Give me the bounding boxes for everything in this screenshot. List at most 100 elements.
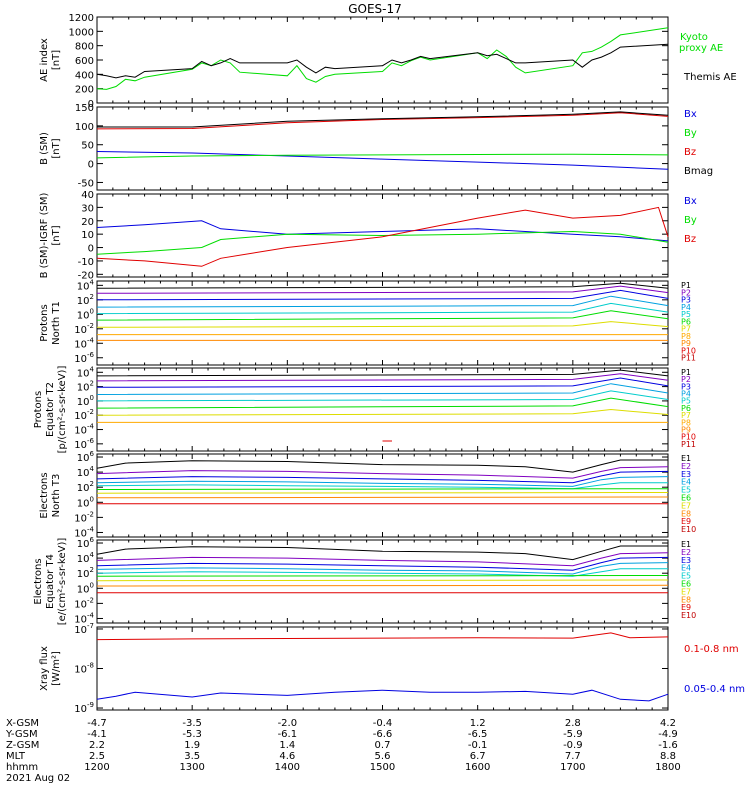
legend-entry: E9 — [681, 603, 691, 612]
legend-entry: P10 — [681, 346, 696, 355]
legend-entry: 0.05-0.4 nm — [684, 684, 745, 695]
series-line-e2 — [96, 466, 669, 479]
y-axis-label: Protons — [39, 304, 50, 341]
x-axis-row-value: -4.7 — [87, 718, 107, 729]
x-axis-row-value: 2.2 — [89, 740, 105, 751]
x-axis-row-value: 8.8 — [660, 751, 676, 762]
x-axis-row-value: 1.4 — [279, 740, 295, 751]
series-line-bx — [96, 220, 669, 242]
legend-entry: P6 — [681, 404, 691, 413]
legend-entry: P1 — [681, 281, 691, 290]
x-axis-row-value: -6.5 — [468, 729, 488, 740]
legend-entry: E5 — [681, 486, 691, 495]
legend-entry: P4 — [681, 303, 691, 312]
y-tick-label: 100 — [77, 307, 94, 321]
y-axis-label: [W/m²] — [51, 651, 62, 686]
x-axis-row-value: 1200 — [84, 762, 109, 773]
x-axis-row-value: 2.5 — [89, 751, 105, 762]
x-axis-row-label: X-GSM — [6, 718, 39, 729]
y-tick-label: 0 — [88, 160, 94, 171]
series-line-p1 — [96, 282, 669, 289]
legend-entry: P11 — [681, 440, 696, 449]
x-axis-row-label: Z-GSM — [6, 740, 39, 751]
y-axis-label: [nT] — [51, 138, 62, 158]
series-line-e2 — [96, 552, 669, 567]
series-line-p2 — [96, 373, 669, 382]
y-axis-label: [nT] — [51, 225, 62, 245]
legend-entry: P3 — [681, 296, 691, 305]
y-tick-label: 10-4 — [74, 423, 94, 437]
series-line-p3 — [96, 377, 669, 388]
series-line-e8 — [96, 496, 669, 499]
series-line-bz — [96, 112, 669, 130]
series-line-kyoto-proxy-ae — [96, 27, 669, 90]
legend-entry: Themis AE — [683, 72, 737, 83]
y-tick-label: 1000 — [69, 27, 94, 38]
x-axis-row-value: -3.5 — [182, 718, 202, 729]
series-line-p7 — [96, 408, 669, 416]
legend-entry: P2 — [681, 375, 691, 384]
series-line-bz — [96, 206, 669, 267]
x-axis-row-value: 6.7 — [470, 751, 486, 762]
series-line-e4 — [96, 476, 669, 487]
series-line-e7 — [96, 492, 669, 494]
y-axis-label: North T1 — [51, 301, 62, 345]
series-line-e6 — [96, 575, 669, 577]
x-axis-row-value: -0.4 — [373, 718, 393, 729]
series-line-e5 — [96, 482, 668, 490]
legend-entry: E7 — [681, 501, 691, 510]
legend-entry: E6 — [681, 494, 691, 503]
series-line-e3 — [96, 556, 669, 571]
y-tick-label: -50 — [78, 178, 94, 189]
x-axis-row-value: -6.1 — [278, 729, 298, 740]
y-tick-label: 102 — [77, 480, 94, 494]
y-tick-label: 10-6 — [74, 351, 94, 365]
chart-title: GOES-17 — [348, 2, 402, 16]
series-line-p5 — [96, 390, 669, 402]
y-axis-label: B (SM)-IGRF (SM) — [39, 193, 50, 279]
series-line-e6 — [96, 488, 669, 490]
series-line-0-1-0-8-nm — [96, 632, 669, 641]
legend-entry: E5 — [681, 572, 691, 581]
legend-entry: Bx — [684, 196, 697, 207]
legend-entry: E6 — [681, 580, 691, 589]
legend-entry: E2 — [681, 462, 691, 471]
y-tick-label: 100 — [77, 394, 94, 408]
y-axis-label: Electrons — [33, 558, 44, 604]
x-axis-row-value: 1500 — [370, 762, 395, 773]
y-tick-label: 0 — [88, 244, 94, 255]
series-line-bx — [96, 151, 669, 170]
panel-frame — [96, 280, 669, 366]
legend-entry: Bmag — [684, 166, 713, 177]
y-tick-label: 106 — [77, 450, 95, 464]
legend-entry: P3 — [681, 382, 691, 391]
y-tick-label: 100 — [77, 495, 94, 509]
series-line-e1 — [96, 459, 668, 473]
series-line-p6 — [96, 397, 669, 409]
legend-entry: P5 — [681, 310, 691, 319]
legend-entry: E1 — [681, 454, 691, 463]
legend-entry: P9 — [681, 425, 691, 434]
y-axis-label: Electrons — [39, 472, 50, 518]
series-line-e1 — [96, 545, 668, 561]
y-axis-label: Protons — [33, 391, 44, 428]
y-tick-label: 10-2 — [74, 596, 94, 610]
legend-entry: By — [684, 128, 697, 139]
series-line-e4 — [96, 562, 669, 575]
y-tick-label: 10-9 — [74, 701, 94, 715]
x-axis-row-value: 1300 — [179, 762, 204, 773]
y-tick-label: 10 — [81, 230, 94, 241]
legend-entry: E3 — [681, 470, 691, 479]
y-tick-label: 40 — [81, 190, 94, 201]
x-axis-row-value: 1.9 — [184, 740, 200, 751]
legend-entry: E1 — [681, 540, 691, 549]
legend-entry: P5 — [681, 397, 691, 406]
y-tick-label: 10-6 — [74, 437, 94, 451]
series-line-e8 — [96, 584, 669, 587]
legend-entry: P8 — [681, 418, 691, 427]
x-axis-row-value: 1600 — [465, 762, 490, 773]
x-axis-row-value: -4.9 — [658, 729, 678, 740]
x-axis-row-value: 1400 — [275, 762, 300, 773]
legend-entry: 0.1-0.8 nm — [684, 644, 739, 655]
